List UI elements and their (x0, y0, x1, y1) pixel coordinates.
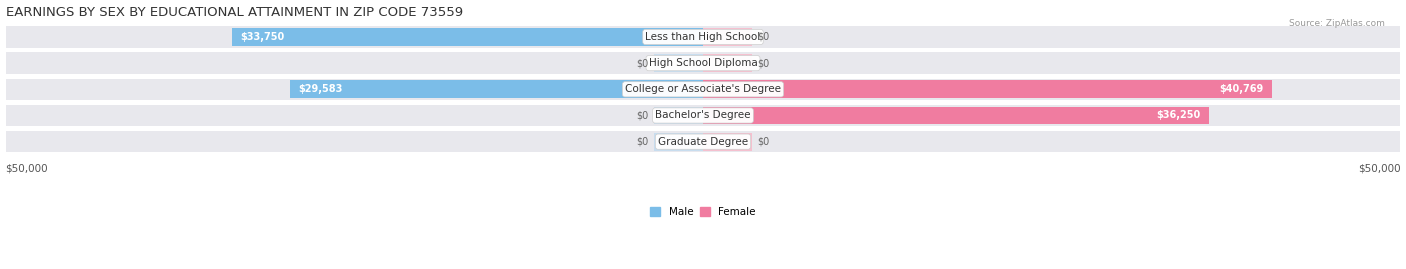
Text: EARNINGS BY SEX BY EDUCATIONAL ATTAINMENT IN ZIP CODE 73559: EARNINGS BY SEX BY EDUCATIONAL ATTAINMEN… (6, 6, 463, 19)
Text: Less than High School: Less than High School (645, 32, 761, 42)
Text: $0: $0 (758, 137, 769, 147)
Bar (6, 52, 1400, 74)
Bar (6, 79, 1400, 100)
Bar (703, 28, 752, 46)
Text: High School Diploma: High School Diploma (648, 58, 758, 68)
Text: $29,583: $29,583 (298, 84, 343, 94)
Bar (6, 105, 1400, 126)
Bar (703, 80, 1271, 98)
Text: Bachelor's Degree: Bachelor's Degree (655, 111, 751, 121)
Text: $0: $0 (758, 58, 769, 68)
Text: $0: $0 (758, 32, 769, 42)
Text: $40,769: $40,769 (1219, 84, 1264, 94)
Legend: Male, Female: Male, Female (645, 203, 761, 221)
Bar (6, 131, 1400, 152)
Bar (703, 107, 1209, 124)
Bar (654, 133, 703, 151)
Text: $50,000: $50,000 (1358, 164, 1400, 174)
Text: $0: $0 (637, 137, 648, 147)
Bar (6, 26, 1400, 48)
Text: $0: $0 (637, 111, 648, 121)
Bar (291, 80, 703, 98)
Bar (654, 107, 703, 124)
Bar (654, 54, 703, 72)
Text: $33,750: $33,750 (240, 32, 285, 42)
Text: $50,000: $50,000 (6, 164, 48, 174)
Text: Source: ZipAtlas.com: Source: ZipAtlas.com (1289, 19, 1385, 28)
Text: $36,250: $36,250 (1156, 111, 1201, 121)
Text: Graduate Degree: Graduate Degree (658, 137, 748, 147)
Bar (703, 54, 752, 72)
Text: College or Associate's Degree: College or Associate's Degree (626, 84, 780, 94)
Text: $0: $0 (637, 58, 648, 68)
Bar (232, 28, 703, 46)
Bar (703, 133, 752, 151)
